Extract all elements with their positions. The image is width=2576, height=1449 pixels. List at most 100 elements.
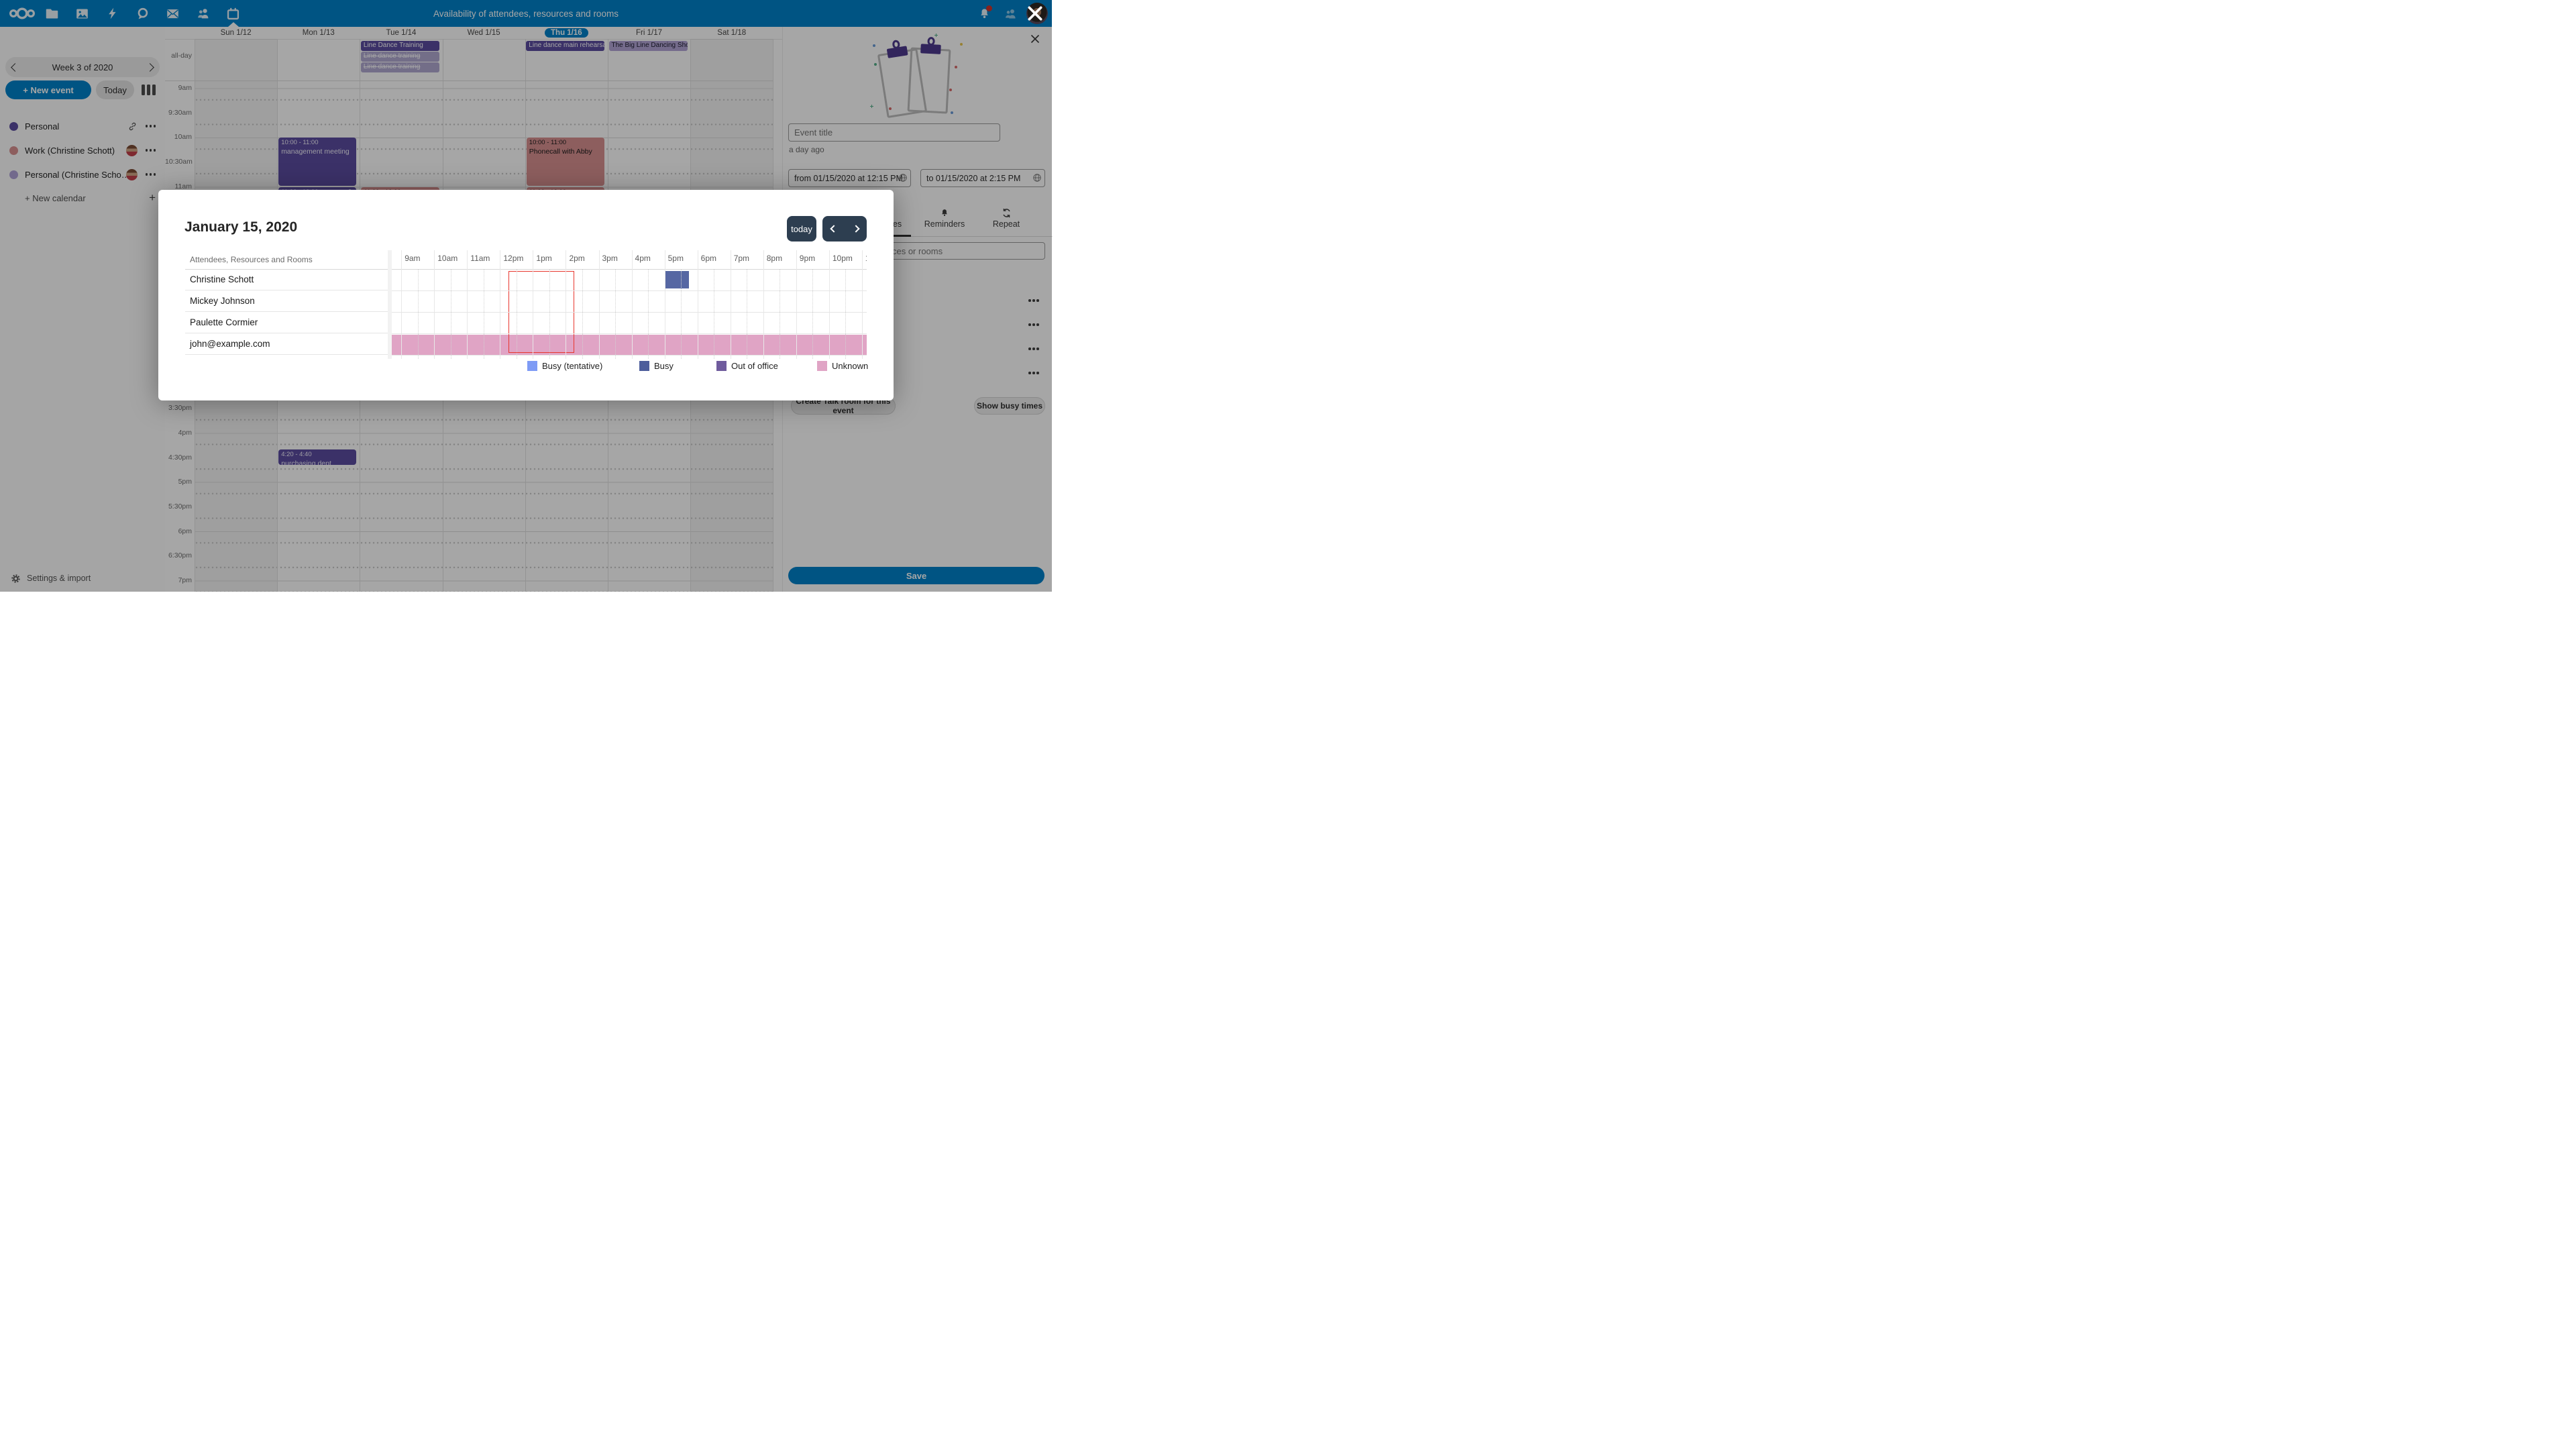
day-header[interactable]: Thu 1/16: [525, 27, 608, 39]
attendee-menu-button[interactable]: [1028, 321, 1039, 329]
time-gutter-label: 6pm: [178, 527, 192, 535]
sidebar-close-button[interactable]: [1030, 34, 1043, 47]
event-time: 4:20 - 4:40: [281, 451, 312, 459]
show-busy-times-button[interactable]: Show busy times: [974, 397, 1045, 415]
calendar-app-button[interactable]: [218, 0, 248, 27]
settings-import-button[interactable]: Settings & import: [0, 570, 165, 586]
hour-gridline: [467, 250, 468, 359]
contacts-icon: [197, 9, 208, 19]
day-header-label: Tue 1/14: [386, 29, 417, 37]
avatar: [125, 168, 138, 180]
hour-label: 8pm: [766, 254, 783, 263]
legend-swatch: [527, 361, 537, 371]
day-header-label: Fri 1/17: [636, 29, 663, 37]
hour-label: 6pm: [700, 254, 716, 263]
contacts-app-button[interactable]: [188, 0, 218, 27]
sidebar-calendar-item[interactable]: Work (Christine Schott): [0, 138, 165, 162]
sidebar-calendar-item[interactable]: Personal: [0, 114, 165, 138]
hour-gridline: [828, 250, 830, 359]
notifications-button[interactable]: [974, 3, 994, 23]
hour-label: 11am: [470, 254, 490, 263]
calendar-actions-menu[interactable]: [145, 122, 156, 130]
all-day-event[interactable]: The Big Line Dancing Show: [608, 41, 688, 51]
modal-close-button[interactable]: [1026, 5, 1045, 23]
attendee-name-column: Attendees, Resources and Rooms Christine…: [185, 250, 388, 359]
legend-label: Busy: [654, 361, 674, 371]
all-day-event[interactable]: Line dance training: [360, 62, 440, 72]
day-header[interactable]: Sat 1/18: [690, 27, 773, 39]
all-day-event[interactable]: Line dance main rehearsal: [526, 41, 605, 51]
modal-today-button[interactable]: today: [787, 216, 816, 241]
calendar-event[interactable]: 10:00 - 11:00 management meeting: [278, 138, 357, 186]
row-divider: [392, 290, 867, 291]
event-start-input[interactable]: [788, 169, 911, 187]
day-header[interactable]: Sun 1/12: [195, 27, 277, 39]
new-calendar-button[interactable]: + New calendar +: [0, 186, 165, 209]
day-header[interactable]: Fri 1/17: [608, 27, 690, 39]
calendar-event[interactable]: 4:20 - 4:40 purchasing dept: [278, 449, 357, 465]
hour-label: 4pm: [635, 254, 651, 263]
contacts-menu-button[interactable]: [1000, 3, 1020, 23]
files-app-button[interactable]: [37, 0, 67, 27]
tab-repeat[interactable]: Repeat: [975, 208, 1037, 237]
settings-label: Settings & import: [27, 574, 91, 583]
talk-app-button[interactable]: [127, 0, 158, 27]
nextcloud-logo[interactable]: [7, 0, 37, 27]
calendar-color-dot: [9, 170, 18, 179]
event-end-input[interactable]: [920, 169, 1045, 187]
day-header-label: Sat 1/18: [717, 29, 747, 37]
hour-label: 9pm: [799, 254, 816, 263]
calendar-icon: [227, 7, 239, 19]
sidebar-calendar-item[interactable]: Personal (Christine Scho…): [0, 162, 165, 186]
legend-item: Unknown: [817, 361, 868, 371]
calendar-actions-menu[interactable]: [145, 170, 156, 178]
tab-label: Reminders: [924, 219, 965, 229]
photos-app-button[interactable]: [67, 0, 97, 27]
legend-swatch: [639, 361, 649, 371]
attendee-menu-button[interactable]: [1028, 345, 1039, 353]
time-gutter-label: 9am: [178, 84, 192, 92]
previous-day-button[interactable]: [822, 216, 845, 241]
active-app-indicator: [227, 22, 239, 27]
new-event-button[interactable]: + New event: [5, 80, 91, 99]
day-header[interactable]: Mon 1/13: [277, 27, 360, 39]
availability-grid[interactable]: 9am 10am 11am 12pm 1pm 2pm 3pm 4pm 5pm 6pm 7pm 8pm 9…: [392, 250, 867, 359]
time-gutter-label: 5pm: [178, 478, 192, 486]
row-divider: [392, 333, 867, 334]
time-gutter-label: 3:30pm: [168, 404, 192, 413]
attendee-menu-button[interactable]: [1028, 369, 1039, 377]
user-avatar[interactable]: [1026, 3, 1048, 24]
row-divider: [392, 354, 867, 356]
all-day-event[interactable]: Line dance training: [360, 52, 440, 62]
week-navigation: Week 3 of 2020: [5, 57, 160, 77]
divider: [165, 39, 782, 40]
folder-icon: [46, 9, 58, 18]
calendar-actions-menu[interactable]: [145, 146, 156, 154]
event-time: 10:00 - 11:00: [529, 139, 567, 147]
half-hour-gridline: [648, 268, 649, 359]
last-modified-label: a day ago: [789, 145, 824, 154]
timezone-globe-icon[interactable]: [898, 173, 908, 182]
activity-app-button[interactable]: [97, 0, 127, 27]
today-button[interactable]: Today: [96, 80, 134, 99]
calendar-event[interactable]: 10:00 - 11:00 Phonecall with Abby: [526, 138, 604, 186]
save-button[interactable]: Save: [788, 567, 1044, 584]
view-mode-columns-icon[interactable]: [142, 85, 156, 95]
mail-app-button[interactable]: [158, 0, 188, 27]
hour-label: 5pm: [667, 254, 684, 263]
bell-icon: [942, 209, 947, 217]
day-header[interactable]: Wed 1/15: [443, 27, 525, 39]
event-title-input[interactable]: [788, 123, 1000, 142]
avatar: [125, 144, 138, 156]
day-header-label: Wed 1/15: [467, 29, 500, 37]
attendee-row: Christine Schott: [185, 269, 388, 290]
week-label: Week 3 of 2020: [52, 62, 113, 72]
topbar-actions: [974, 0, 1048, 27]
hour-label: 2pm: [569, 254, 585, 263]
day-header[interactable]: Tue 1/14: [360, 27, 442, 39]
timezone-globe-icon[interactable]: [1032, 173, 1042, 182]
tab-reminders[interactable]: Reminders: [914, 208, 975, 237]
next-day-button[interactable]: [845, 216, 867, 241]
attendee-menu-button[interactable]: [1028, 297, 1039, 305]
all-day-event[interactable]: Line Dance Training: [360, 41, 440, 51]
